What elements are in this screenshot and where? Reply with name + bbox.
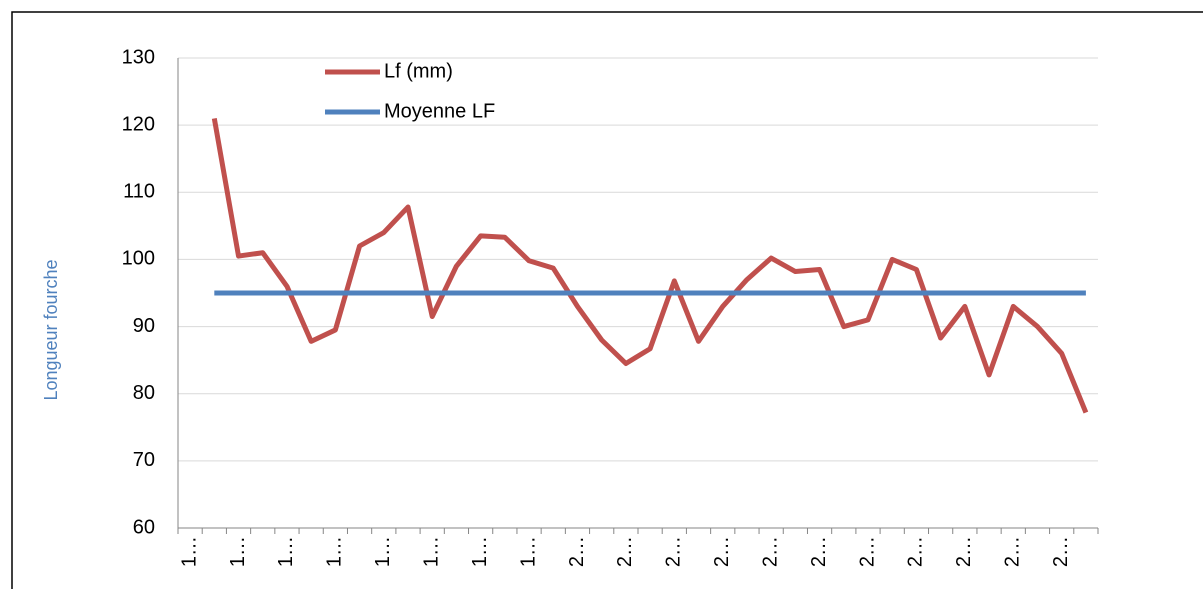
y-tick-label: 80 bbox=[133, 382, 155, 404]
y-tick-label: 100 bbox=[122, 248, 155, 270]
x-tick-label: 2… bbox=[905, 536, 927, 567]
chart-frame bbox=[11, 11, 1203, 589]
y-tick-label: 60 bbox=[133, 516, 155, 538]
y-axis-label: Longueur fourche bbox=[41, 259, 61, 400]
x-tick-label: 2… bbox=[759, 536, 781, 567]
x-tick-label: 1… bbox=[324, 536, 346, 567]
x-tick-label: 1… bbox=[372, 536, 394, 567]
x-tick-label: 2… bbox=[1002, 536, 1024, 567]
x-tick-label: 2… bbox=[808, 536, 830, 567]
x-tick-label: 2… bbox=[663, 536, 685, 567]
y-tick-label: 130 bbox=[122, 46, 155, 68]
y-tick-label: 90 bbox=[133, 315, 155, 337]
x-tick-label: 1… bbox=[517, 536, 539, 567]
x-tick-label: 1… bbox=[420, 536, 442, 567]
x-tick-label: 1… bbox=[469, 536, 491, 567]
x-tick-label: 2… bbox=[856, 536, 878, 567]
y-tick-label: 70 bbox=[133, 449, 155, 471]
x-tick-label: 2… bbox=[711, 536, 733, 567]
x-tick-label: 2… bbox=[614, 536, 636, 567]
legend-label: Moyenne LF bbox=[384, 100, 495, 122]
series-line bbox=[211, 117, 1089, 414]
x-tick-label: 1… bbox=[178, 536, 200, 567]
x-tick-label: 2… bbox=[953, 536, 975, 567]
x-tick-label: 1… bbox=[227, 536, 249, 567]
x-tick-label: 2… bbox=[1050, 536, 1072, 567]
y-tick-label: 110 bbox=[123, 181, 155, 203]
x-tick-label: 1… bbox=[275, 536, 297, 567]
y-tick-label: 120 bbox=[122, 113, 155, 135]
legend-label: Lf (mm) bbox=[384, 60, 453, 82]
x-tick-label: 2… bbox=[566, 536, 588, 567]
